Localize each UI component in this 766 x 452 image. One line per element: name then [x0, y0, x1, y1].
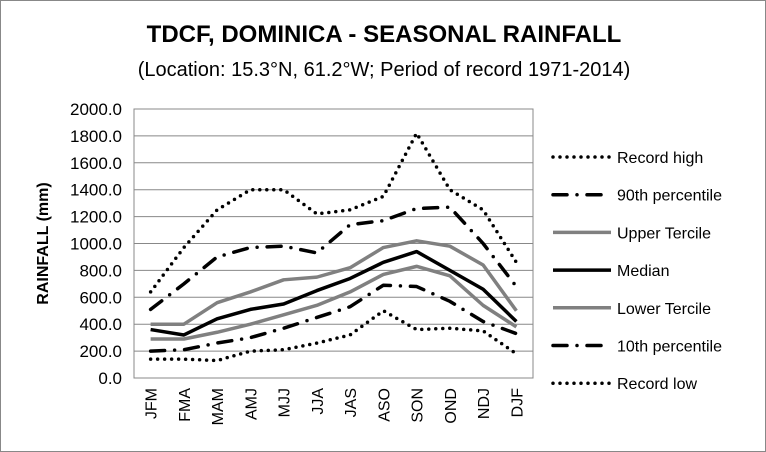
y-tick-label: 0.0 — [98, 369, 122, 388]
x-tick-label: DJF — [509, 388, 526, 418]
legend-label: 90th percentile — [617, 188, 722, 205]
legend-label: Upper Tercile — [617, 225, 711, 242]
series-line-record-high — [148, 131, 519, 294]
x-tick-label: JAS — [343, 388, 360, 417]
y-tick-label: 1600.0 — [70, 154, 122, 173]
y-tick-label: 400.0 — [79, 315, 122, 334]
y-tick-label: 1000.0 — [70, 235, 122, 254]
chart-title: TDCF, DOMINICA - SEASONAL RAINFALL — [146, 21, 622, 48]
x-tick-label: OND — [443, 388, 460, 424]
series-line-record-low — [148, 309, 519, 363]
y-tick-label: 1200.0 — [70, 208, 122, 227]
chart-subtitle: (Location: 15.3°N, 61.2°W; Period of rec… — [137, 59, 631, 81]
x-tick-label: FMA — [177, 388, 194, 422]
legend-label: Median — [617, 263, 669, 280]
x-tick-label: JFM — [144, 388, 161, 419]
x-tick-label: NDJ — [476, 388, 493, 419]
y-tick-label: 1800.0 — [70, 127, 122, 146]
legend-label: Record high — [617, 150, 703, 167]
y-tick-label: 1400.0 — [70, 181, 122, 200]
y-axis-label: RAINFALL (mm) — [35, 182, 52, 304]
legend-label: Record low — [617, 376, 697, 393]
series-line-90th-percentile — [148, 205, 519, 312]
y-tick-label: 600.0 — [79, 288, 122, 307]
x-tick-label: SON — [410, 388, 427, 423]
x-tick-label: MJJ — [277, 388, 294, 417]
x-tick-label: JJA — [310, 388, 327, 415]
y-tick-label: 800.0 — [79, 261, 122, 280]
x-tick-label: ASO — [376, 388, 393, 422]
legend-label: Lower Tercile — [617, 301, 711, 318]
series-line-upper-tercile — [150, 239, 518, 326]
series-line-median — [150, 249, 518, 337]
x-tick-label: MAM — [210, 388, 227, 425]
y-tick-label: 200.0 — [79, 342, 122, 361]
x-tick-label: AMJ — [243, 388, 260, 420]
series-line-10th-percentile — [148, 283, 519, 353]
y-tick-label: 2000.0 — [70, 100, 122, 119]
series-line-lower-tercile — [150, 264, 518, 341]
legend-label: 10th percentile — [617, 339, 722, 356]
